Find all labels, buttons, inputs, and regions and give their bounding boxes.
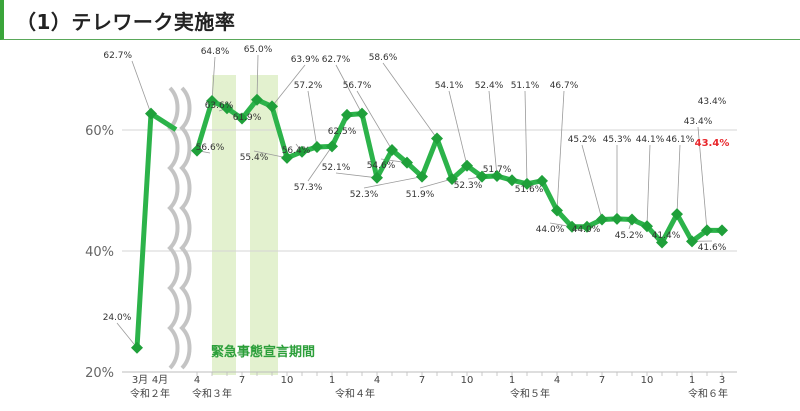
data-label: 57.2% <box>294 81 323 91</box>
data-label: 51.9% <box>406 190 435 200</box>
data-label: 44.0% <box>536 225 565 235</box>
era-label: 令和６年 <box>688 387 728 400</box>
data-label: 52.3% <box>454 181 483 191</box>
label-leader-line <box>308 91 317 147</box>
data-label: 52.4% <box>475 81 504 91</box>
data-label: 61.9% <box>233 113 262 123</box>
x-tick-label: 10 <box>461 375 474 386</box>
data-label: 62.7% <box>322 55 351 65</box>
label-leader-line <box>117 323 137 348</box>
data-label: 44.1% <box>636 135 665 145</box>
series-line-first <box>137 114 176 348</box>
data-label: 56.4% <box>282 146 311 156</box>
data-label: 56.6% <box>196 143 225 153</box>
data-label: 45.3% <box>603 135 632 145</box>
data-label: 55.4% <box>240 153 269 163</box>
era-label: 令和２年 <box>130 387 170 400</box>
page-title: （1）テレワーク実施率 <box>16 6 235 35</box>
label-leader-line <box>449 91 467 166</box>
line-chart: 20% 40% 60% 24.0% 62.7% 56.6% 64.8% 63.6% 61.9%… <box>0 40 800 411</box>
data-point <box>611 213 623 225</box>
y-tick-label: 20% <box>85 366 114 381</box>
x-tick-label: 3 <box>719 375 725 386</box>
data-label: 63.9% <box>291 55 320 65</box>
data-label: 64.8% <box>201 47 230 57</box>
label-leader-line <box>336 173 377 178</box>
y-tick-label: 40% <box>85 245 114 260</box>
label-leader-line <box>132 61 151 114</box>
data-label: 62.5% <box>328 127 357 137</box>
x-tick-label: 4 <box>194 375 200 386</box>
label-leader-line <box>383 63 437 138</box>
data-point <box>716 224 728 236</box>
era-label: 令和５年 <box>510 387 550 400</box>
data-label: 51.7% <box>483 165 512 175</box>
x-tick-label: 1 <box>509 375 515 386</box>
data-label: 51.1% <box>511 81 540 91</box>
data-label: 24.0% <box>103 313 132 323</box>
x-tick-label: 1 <box>329 375 335 386</box>
data-label: 43.4% <box>684 117 713 127</box>
emergency-period-label: 緊急事態宣言期間 <box>211 344 315 360</box>
data-label: 52.1% <box>322 163 351 173</box>
x-tick-label: 1 <box>689 375 695 386</box>
x-tick-label: 7 <box>239 375 245 386</box>
data-label: 57.3% <box>294 183 323 193</box>
data-label: 56.7% <box>343 81 372 91</box>
data-label: 45.2% <box>615 231 644 241</box>
data-label: 51.6% <box>515 185 544 195</box>
x-tick-label: 4 <box>374 375 380 386</box>
label-leader-line <box>677 145 680 214</box>
era-label: 令和４年 <box>335 387 375 400</box>
label-leader-line <box>489 91 497 176</box>
data-label: 43.4% <box>698 97 727 107</box>
label-leader-line <box>582 145 602 220</box>
data-label: 44.0% <box>572 225 601 235</box>
data-label: 54.6% <box>367 161 396 171</box>
data-point <box>131 342 143 354</box>
data-label: 41.6% <box>698 243 727 253</box>
label-leader-line <box>557 91 564 210</box>
y-tick-label: 60% <box>85 124 114 139</box>
data-label: 65.0% <box>244 45 273 55</box>
label-leader-line <box>420 179 452 188</box>
label-leader-line <box>647 145 650 226</box>
data-point <box>356 108 368 120</box>
section-header: （1）テレワーク実施率 <box>0 0 800 40</box>
data-label: 54.1% <box>435 81 464 91</box>
x-tick-label: 10 <box>641 375 654 386</box>
x-tick-label: 7 <box>419 375 425 386</box>
data-label: 62.7% <box>103 51 132 61</box>
data-label: 41.4% <box>652 231 681 241</box>
data-label: 52.3% <box>350 190 379 200</box>
data-label: 58.6% <box>369 53 398 63</box>
highlight-label: 43.4% <box>695 138 730 149</box>
x-tick-label: 10 <box>281 375 294 386</box>
x-tick-label: 4月 <box>152 374 168 386</box>
x-tick-label: 3月 <box>132 374 148 386</box>
data-label: 45.2% <box>568 135 597 145</box>
label-leader-line <box>525 91 527 184</box>
data-label: 46.1% <box>666 135 695 145</box>
x-tick-label: 7 <box>599 375 605 386</box>
data-point <box>311 141 323 153</box>
data-label: 46.7% <box>550 81 579 91</box>
era-label: 令和３年 <box>192 387 232 400</box>
x-tick-label: 4 <box>554 375 560 386</box>
data-label: 63.6% <box>205 101 234 111</box>
